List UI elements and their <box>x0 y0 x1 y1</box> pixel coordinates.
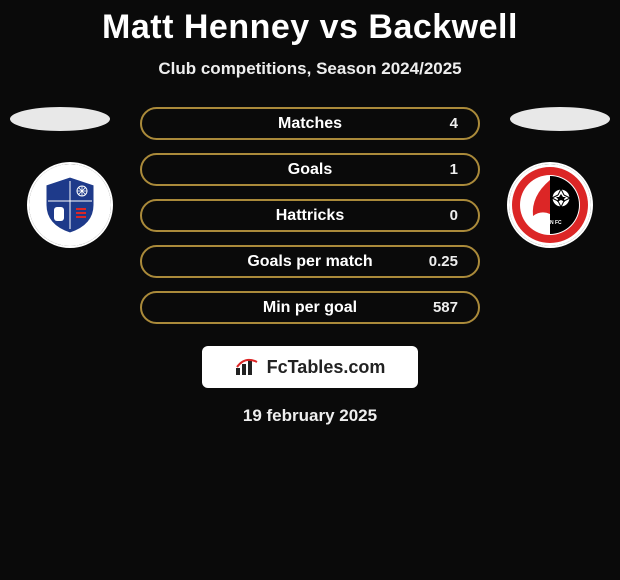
svg-text:TOWN FC: TOWN FC <box>538 220 562 226</box>
stat-row-matches: Matches 4 <box>140 107 480 140</box>
left-ellipse <box>10 107 110 131</box>
stat-value: 587 <box>433 299 458 316</box>
stat-row-goals: Goals 1 <box>140 153 480 186</box>
right-ellipse <box>510 107 610 131</box>
stat-row-hattricks: Hattricks 0 <box>140 199 480 232</box>
left-team-crest <box>27 162 113 248</box>
stat-value: 1 <box>450 161 458 178</box>
stat-label: Matches <box>278 115 342 133</box>
fctables-logo: FcTables.com <box>202 346 418 388</box>
subtitle: Club competitions, Season 2024/2025 <box>0 59 620 79</box>
stat-value: 0 <box>450 207 458 224</box>
logo-text: FcTables.com <box>267 357 386 378</box>
barrow-crest-icon <box>29 164 111 246</box>
stat-pills: Matches 4 Goals 1 Hattricks 0 Goals per … <box>140 107 480 324</box>
stat-label: Goals per match <box>247 253 372 271</box>
right-team-crest: TOWN FC <box>507 162 593 248</box>
page-title: Matt Henney vs Backwell <box>0 0 620 47</box>
stat-label: Hattricks <box>276 207 344 225</box>
stat-value: 0.25 <box>429 253 458 270</box>
stat-label: Min per goal <box>263 299 357 317</box>
stat-label: Goals <box>288 161 332 179</box>
stat-value: 4 <box>450 115 458 132</box>
cheltenham-crest-icon: TOWN FC <box>509 164 591 246</box>
date-label: 19 february 2025 <box>0 406 620 426</box>
chart-icon <box>235 358 261 376</box>
comparison-area: TOWN FC Matches 4 Goals 1 Hattricks 0 Go… <box>0 107 620 426</box>
stat-row-mpg: Min per goal 587 <box>140 291 480 324</box>
stat-row-gpm: Goals per match 0.25 <box>140 245 480 278</box>
